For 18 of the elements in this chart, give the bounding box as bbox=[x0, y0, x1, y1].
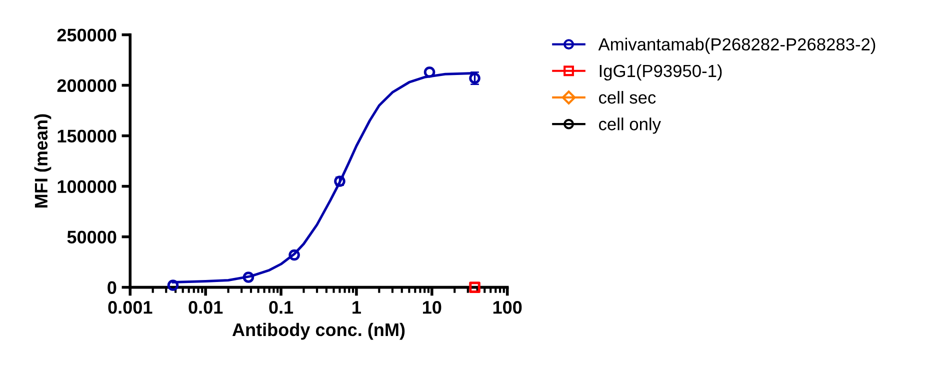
y-axis-title: MFI (mean) bbox=[34, 114, 52, 208]
legend-label: cell sec bbox=[599, 90, 656, 104]
x-tick-label: 10 bbox=[422, 300, 442, 314]
x-tick-label: 0.001 bbox=[108, 300, 152, 314]
y-tick-label: 150000 bbox=[58, 130, 116, 143]
legend-label: IgG1(P93950-1) bbox=[600, 64, 722, 81]
y-tick-label: 100000 bbox=[58, 180, 116, 194]
y-tick-label: 200000 bbox=[57, 79, 116, 92]
x-tick-label: 1 bbox=[352, 301, 361, 314]
x-axis-title: Antibody conc. (nM) bbox=[232, 322, 405, 340]
legend-label: Amivantamab(P268282-P268283-2) bbox=[598, 38, 876, 54]
y-tick-label: 250000 bbox=[57, 28, 116, 42]
x-tick-label: 0.1 bbox=[269, 300, 294, 314]
x-tick-label: 0.01 bbox=[188, 300, 223, 314]
y-tick-label: 0 bbox=[108, 281, 116, 294]
y-tick-label: 50000 bbox=[67, 230, 116, 244]
x-tick-label: 100 bbox=[493, 300, 522, 314]
legend-label: cell only bbox=[599, 118, 661, 134]
